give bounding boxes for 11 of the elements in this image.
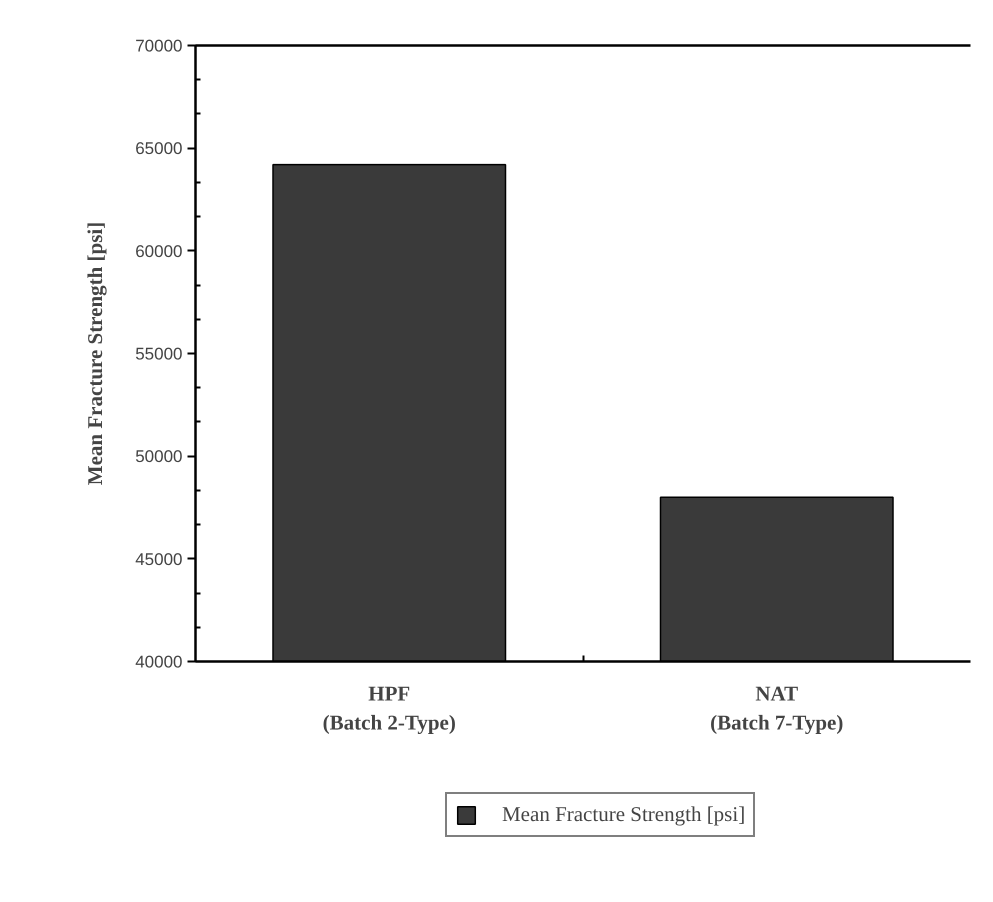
y-tick-label: 50000 (135, 447, 183, 466)
x-tick-label: HPF (Batch 2-Type) (322, 682, 456, 734)
y-axis-title: Mean Fracture Strength [psi] (83, 222, 108, 486)
y-tick-label: 40000 (135, 652, 183, 672)
y-tick-label: 70000 (135, 36, 183, 56)
y-tick-label: 60000 (135, 242, 183, 261)
y-tick-label: 55000 (135, 344, 183, 364)
legend-label: Mean Fracture Strength [psi] (502, 802, 746, 827)
y-tick-label: 45000 (135, 550, 183, 569)
x-tick-label: NAT (Batch 7-Type) (710, 682, 844, 734)
y-tick-label: 65000 (135, 139, 183, 158)
